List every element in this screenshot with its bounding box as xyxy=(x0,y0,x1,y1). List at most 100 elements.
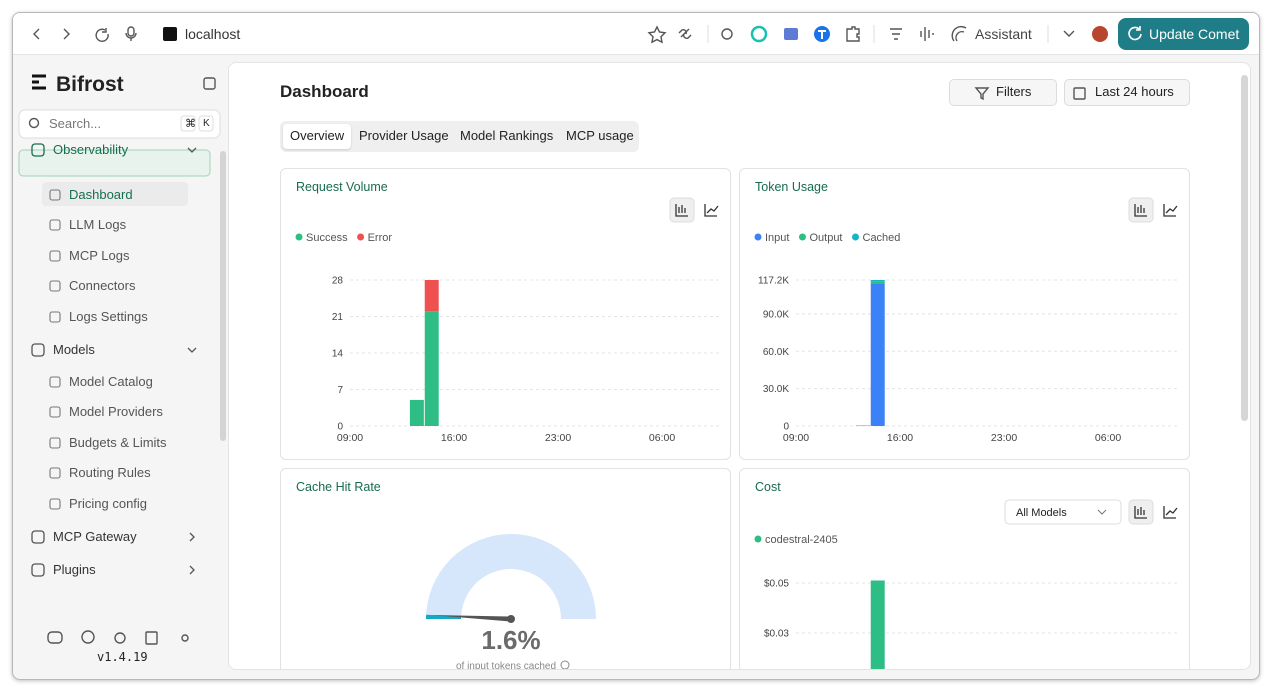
avatar[interactable] xyxy=(1092,26,1108,42)
ext-t-glyph xyxy=(818,30,826,39)
y-tick-label: 14 xyxy=(332,349,344,360)
collapse[interactable] xyxy=(203,77,216,90)
x-tick-label: 23:00 xyxy=(545,432,571,444)
legend-swatch xyxy=(798,233,806,241)
sidebar-art xyxy=(18,74,226,645)
reload[interactable] xyxy=(95,28,109,42)
nav-item[interactable]: Budgets & Limits xyxy=(69,435,167,450)
dropdown-label[interactable]: All Models xyxy=(1016,507,1067,519)
kbd-key: ⌘ xyxy=(185,118,196,130)
legend-swatch xyxy=(754,233,762,241)
line-toggle[interactable] xyxy=(1163,204,1178,217)
favicon xyxy=(163,27,177,41)
page-title: Dashboard xyxy=(280,82,369,101)
bookmark[interactable] xyxy=(647,25,667,44)
info-icon[interactable] xyxy=(560,660,570,669)
nav-group[interactable]: MCP Gateway xyxy=(53,529,137,544)
kbd xyxy=(198,115,214,132)
line-toggle[interactable] xyxy=(704,204,719,217)
x-tick-label: 06:00 xyxy=(649,432,675,444)
bar-segment xyxy=(870,280,885,282)
nav-item[interactable]: Pricing config xyxy=(69,496,148,511)
nav-group[interactable]: Models xyxy=(53,342,95,357)
nav-item[interactable]: Dashboard xyxy=(69,187,133,202)
range-button[interactable] xyxy=(1064,79,1190,106)
ext-print[interactable] xyxy=(784,28,798,40)
tab[interactable]: Provider Usage xyxy=(359,128,449,143)
gauge-fill xyxy=(426,614,462,619)
toolbar-icons xyxy=(33,18,1249,50)
ext-search[interactable] xyxy=(721,28,733,40)
chart-card: Cache Hit Rate 1.6% of input tokens cached xyxy=(280,468,731,670)
link[interactable] xyxy=(678,28,692,39)
nav-item[interactable]: Routing Rules xyxy=(69,465,151,480)
nav-group[interactable]: Plugins xyxy=(53,562,96,577)
ext-grammar[interactable] xyxy=(750,25,768,43)
reader[interactable] xyxy=(890,28,902,40)
filters-label[interactable]: Filters xyxy=(996,84,1032,99)
kbd xyxy=(180,115,196,132)
gauge-caption: of input tokens cached xyxy=(456,661,556,670)
model-dropdown[interactable] xyxy=(1004,499,1122,525)
y-tick-label: 0 xyxy=(783,422,789,433)
filters-button[interactable] xyxy=(949,79,1057,106)
tab[interactable]: Overview xyxy=(290,128,345,143)
footer-icons xyxy=(47,630,189,645)
bar-segment xyxy=(870,580,885,669)
nav-active-group[interactable] xyxy=(18,149,211,177)
nav-item[interactable]: LLM Logs xyxy=(69,217,127,232)
x-tick-label: 23:00 xyxy=(991,432,1017,444)
update-label[interactable]: Update Comet xyxy=(1149,26,1240,42)
bar-icon xyxy=(675,204,688,217)
chart-card: Token Usage Input Output Cached 0 30.0K 60.0K 9… xyxy=(739,168,1190,460)
mic[interactable] xyxy=(127,26,135,37)
nav-item[interactable]: Logs Settings xyxy=(69,309,148,324)
nav-item[interactable]: Model Providers xyxy=(69,404,163,419)
chart-title: Cost xyxy=(755,480,781,494)
tab[interactable]: Model Rankings xyxy=(460,128,554,143)
y-tick-label: 90.0K xyxy=(763,309,789,320)
mic-stand xyxy=(125,32,137,41)
toolbar: localhost Assistant Update Comet xyxy=(13,13,1259,55)
y-tick-label: 28 xyxy=(332,276,344,287)
assistant[interactable]: Assistant xyxy=(975,26,1032,42)
voice[interactable] xyxy=(920,27,934,41)
legend-label: Success xyxy=(306,232,348,244)
legend-label: Input xyxy=(765,232,789,244)
y-tick-label: 60.0K xyxy=(763,347,789,358)
version: v1.4.19 xyxy=(97,650,148,664)
bar-icon xyxy=(1134,204,1147,217)
chart: Token Usage Input Output Cached 0 30.0K 60.0K 9… xyxy=(754,180,1178,444)
y-tick-label: 30.0K xyxy=(763,384,789,395)
logo xyxy=(32,74,46,90)
brand: Bifrost xyxy=(56,73,124,96)
tab-active[interactable] xyxy=(283,124,351,149)
update-button[interactable] xyxy=(1118,18,1249,50)
chart-title: Request Volume xyxy=(296,180,388,194)
line-toggle[interactable] xyxy=(1163,506,1178,519)
y-tick-label: $0.03 xyxy=(764,629,789,640)
chevron[interactable] xyxy=(1063,30,1075,37)
tab[interactable]: MCP usage xyxy=(566,128,634,143)
nav-item[interactable]: Model Catalog xyxy=(69,374,153,389)
chart-title: Cache Hit Rate xyxy=(296,480,381,494)
search-placeholder[interactable]: Search... xyxy=(49,116,102,131)
range-label[interactable]: Last 24 hours xyxy=(1095,84,1174,99)
legend-label: Output xyxy=(809,232,842,244)
kbd-key: K xyxy=(203,118,210,129)
chart: Cache Hit Rate 1.6% of input tokens cached xyxy=(296,480,596,670)
nav-arrows[interactable] xyxy=(33,28,70,40)
x-tick-label: 09:00 xyxy=(337,432,363,444)
y-tick-label: 7 xyxy=(337,385,343,396)
search-box[interactable] xyxy=(18,109,221,139)
update-icon xyxy=(1128,26,1142,41)
nav-item[interactable]: MCP Logs xyxy=(69,248,130,263)
nav-active-item[interactable] xyxy=(42,182,188,206)
nav-item[interactable]: Connectors xyxy=(69,278,136,293)
bar-segment xyxy=(424,280,439,312)
bar-segment xyxy=(409,399,424,426)
nav-group[interactable]: Observability xyxy=(53,142,129,157)
extensions[interactable] xyxy=(846,26,860,42)
url[interactable]: localhost xyxy=(185,26,241,42)
y-tick-label: 117.2K xyxy=(758,276,789,287)
